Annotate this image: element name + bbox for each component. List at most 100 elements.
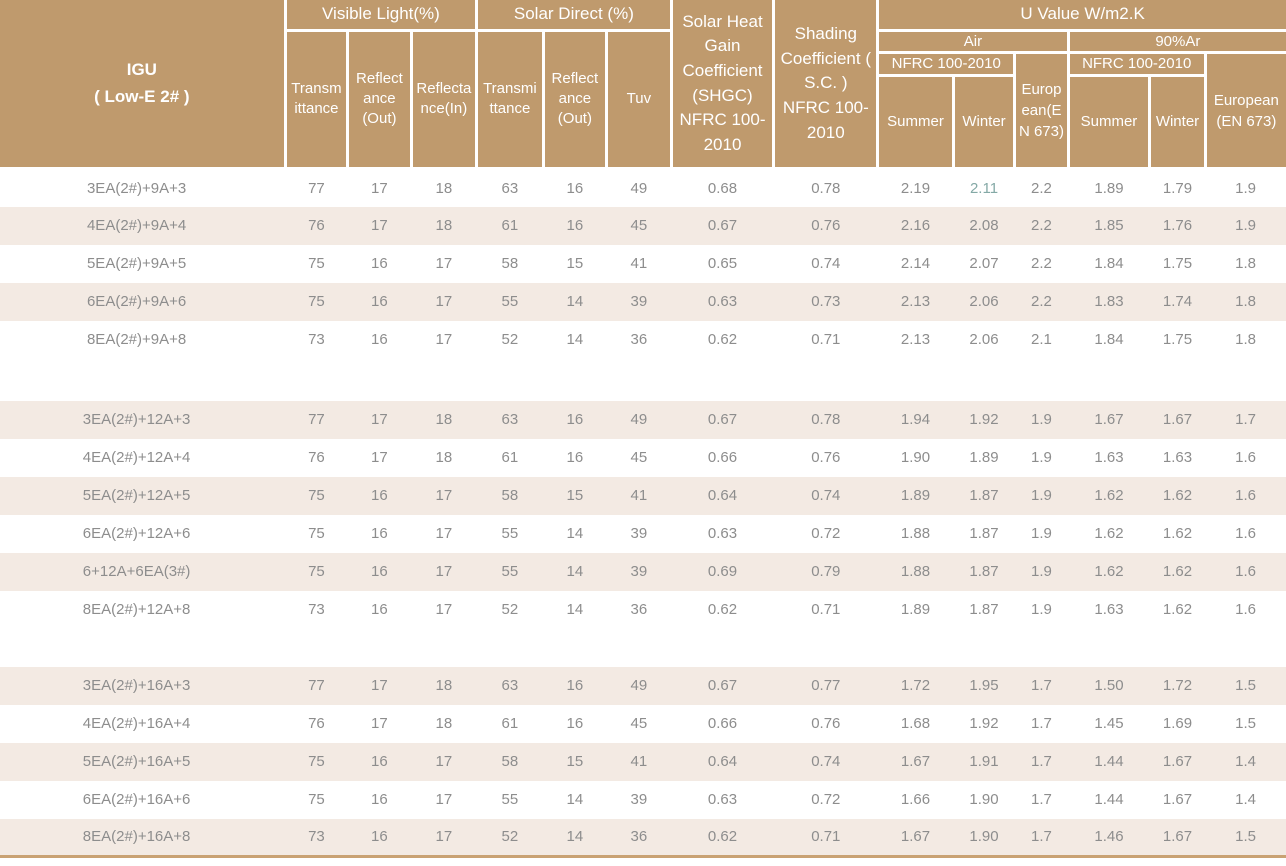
value-cell: 1.88 [877,552,954,591]
igu-config-label: 5EA(2#)+16A+5 [0,742,286,781]
col-header-european-argon: European (EN 673) [1205,52,1286,171]
value-cell: 14 [543,514,607,553]
value-cell: 1.92 [953,704,1015,743]
value-cell: 76 [285,704,348,743]
value-cell: 0.79 [773,552,878,591]
value-cell: 58 [476,476,544,515]
value-cell: 52 [476,818,544,857]
value-cell: 16 [347,320,412,359]
value-cell: 36 [606,590,672,629]
col-header-vl-reflectance-out: Reflectance (Out) [347,30,413,171]
value-cell: 1.63 [1149,438,1206,477]
table-row: 8EA(2#)+12A+8 73 16 17 52 14 36 0.62 0.71 1.89 1.8… [0,590,1286,629]
value-cell: 1.6 [1205,514,1286,553]
col-header-shgc: Solar Heat Gain Coefficient (SHGC) NFRC … [671,0,776,171]
value-cell: 75 [285,244,348,283]
igu-title-line1: IGU [126,60,157,80]
value-cell: 61 [476,704,544,743]
table-row: 3EA(2#)+16A+3 77 17 18 63 16 49 0.67 0.77 1.72 1.9… [0,666,1286,705]
value-cell: 2.2 [1014,206,1069,245]
value-cell: 1.75 [1149,320,1206,359]
value-cell: 41 [606,476,672,515]
value-cell: 17 [411,514,477,553]
value-cell: 1.45 [1068,704,1150,743]
value-cell: 14 [543,590,607,629]
value-cell: 0.63 [671,780,774,819]
value-cell: 63 [476,400,544,439]
value-cell: 16 [543,400,607,439]
value-cell: 75 [285,552,348,591]
value-cell: 75 [285,476,348,515]
value-cell: 39 [606,780,672,819]
value-cell: 1.4 [1205,742,1286,781]
value-cell: 1.68 [877,704,954,743]
value-cell: 1.90 [953,780,1015,819]
value-cell: 1.85 [1068,206,1150,245]
value-cell: 1.8 [1205,244,1286,283]
value-cell: 55 [476,552,544,591]
value-cell: 1.7 [1205,400,1286,439]
value-cell: 55 [476,514,544,553]
value-cell: 0.71 [773,818,878,857]
value-cell: 17 [347,400,412,439]
value-cell: 17 [347,168,412,207]
value-cell: 17 [411,282,477,321]
value-cell: 1.62 [1068,514,1150,553]
value-cell: 1.6 [1205,476,1286,515]
col-header-sd-reflectance-out: Reflectance (Out) [543,30,609,171]
value-cell: 1.89 [877,590,954,629]
value-cell: 1.76 [1149,206,1206,245]
value-cell: 0.76 [773,438,878,477]
col-header-european-air: European(EN 673) [1014,52,1070,171]
table-row: 6+12A+6EA(3#) 75 16 17 55 14 39 0.69 0.79 1.88 1.8… [0,552,1286,591]
igu-config-label: 5EA(2#)+9A+5 [0,244,286,283]
value-cell: 17 [347,438,412,477]
value-cell: 1.74 [1149,282,1206,321]
value-cell: 17 [347,666,412,705]
value-cell: 17 [411,476,477,515]
value-cell: 0.64 [671,742,774,781]
igu-config-label: 8EA(2#)+12A+8 [0,590,286,629]
value-cell: 17 [411,244,477,283]
value-cell: 49 [606,400,672,439]
group-header-air: Air [877,30,1070,55]
value-cell: 17 [411,590,477,629]
value-cell: 1.62 [1149,514,1206,553]
value-cell: 1.6 [1205,552,1286,591]
group-header-nfrc-argon: NFRC 100-2010 [1068,52,1207,78]
value-cell: 55 [476,282,544,321]
value-cell: 1.83 [1068,282,1150,321]
value-cell: 16 [347,742,412,781]
igu-config-label: 8EA(2#)+9A+8 [0,320,286,359]
value-cell: 16 [347,552,412,591]
value-cell: 1.67 [1068,400,1150,439]
table-row: 4EA(2#)+16A+4 76 17 18 61 16 45 0.66 0.76 1.68 1.9… [0,704,1286,743]
value-cell: 0.62 [671,818,774,857]
group-header-nfrc-air: NFRC 100-2010 [877,52,1017,78]
value-cell: 2.14 [877,244,954,283]
value-cell: 0.67 [671,666,774,705]
value-cell: 1.63 [1068,590,1150,629]
value-cell: 1.87 [953,514,1015,553]
value-cell: 0.67 [671,400,774,439]
value-cell: 73 [285,590,348,629]
value-cell: 1.9 [1014,590,1069,629]
igu-config-label: 4EA(2#)+12A+4 [0,438,286,477]
value-cell: 1.91 [953,742,1015,781]
table-row: 4EA(2#)+9A+4 76 17 18 61 16 45 0.67 0.76 2.16 2.08… [0,206,1286,245]
value-cell: 1.67 [1149,818,1206,857]
value-cell: 39 [606,282,672,321]
value-cell: 1.7 [1014,742,1069,781]
value-cell: 41 [606,244,672,283]
table-row: 5EA(2#)+16A+5 75 16 17 58 15 41 0.64 0.74 1.67 1.9… [0,742,1286,781]
value-cell: 0.63 [671,514,774,553]
igu-config-label: 6EA(2#)+12A+6 [0,514,286,553]
value-cell: 73 [285,818,348,857]
value-cell: 45 [606,704,672,743]
value-cell: 1.44 [1068,742,1150,781]
value-cell: 17 [411,780,477,819]
value-cell: 0.73 [773,282,878,321]
value-cell: 16 [543,666,607,705]
value-cell: 1.9 [1014,514,1069,553]
value-cell: 76 [285,438,348,477]
